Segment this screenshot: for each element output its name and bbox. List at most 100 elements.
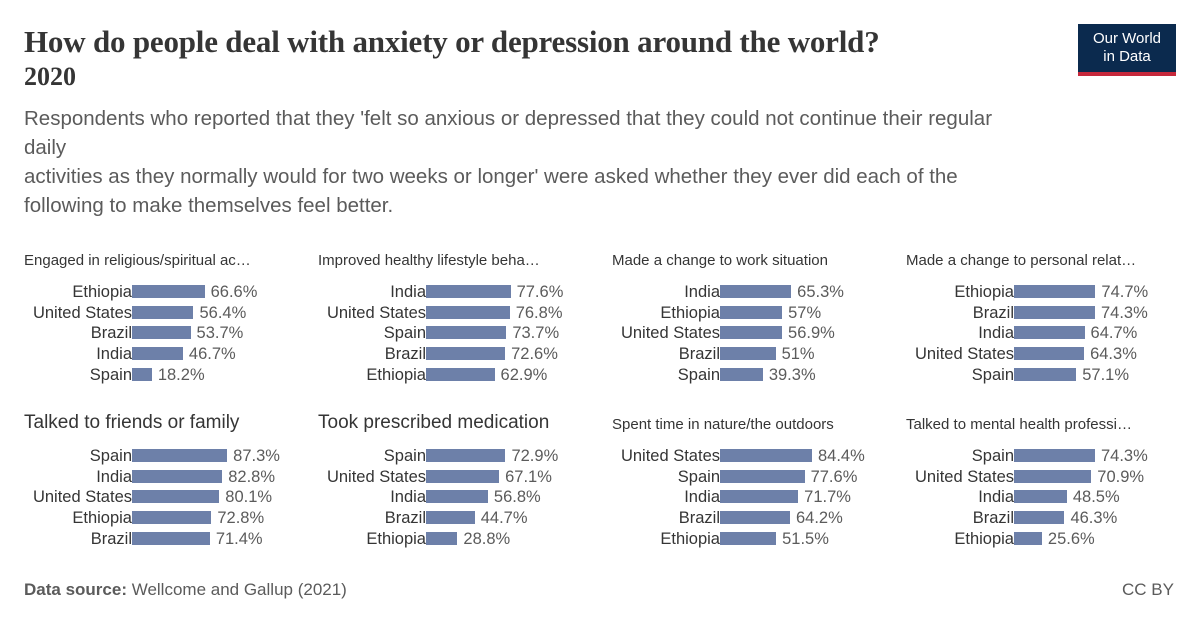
bar[interactable]: [1014, 367, 1077, 381]
bar[interactable]: [426, 511, 475, 525]
bar[interactable]: [132, 490, 220, 504]
bar[interactable]: [132, 326, 191, 340]
value-label: 71.4%: [215, 529, 263, 548]
bar[interactable]: [426, 347, 506, 361]
category-label: United States: [32, 488, 132, 507]
category-label: Spain: [677, 365, 720, 384]
category-label: United States: [326, 303, 426, 322]
owid-logo[interactable]: Our World in Data: [1078, 24, 1176, 76]
source-label: Data source:: [24, 580, 127, 599]
category-label: United States: [914, 467, 1014, 486]
category-label: Spain: [89, 447, 132, 465]
bar-row: India 82.8%: [0, 467, 290, 487]
bar-row: United States 67.1%: [294, 467, 584, 487]
bar-row: Ethiopia 66.6%: [0, 282, 290, 302]
value-label: 74.7%: [1101, 283, 1149, 301]
bar[interactable]: [132, 367, 152, 381]
bar[interactable]: [1014, 305, 1095, 319]
bar[interactable]: [1014, 511, 1065, 525]
bar[interactable]: [1014, 347, 1085, 361]
value-label: 77.6%: [516, 283, 564, 301]
bar[interactable]: [720, 531, 777, 545]
bar-row: United States 84.4%: [588, 446, 878, 466]
value-label: 28.8%: [463, 529, 511, 548]
source-text[interactable]: Wellcome and Gallup (2021): [126, 580, 347, 599]
value-label: 73.7%: [512, 324, 560, 343]
value-label: 48.5%: [1072, 488, 1120, 507]
category-label: United States: [32, 303, 132, 322]
bar[interactable]: [720, 285, 792, 298]
bar-row: Brazil 72.6%: [294, 344, 584, 364]
bar[interactable]: [132, 469, 223, 483]
value-label: 64.2%: [795, 509, 843, 528]
panel-title: Improved healthy lifestyle beha…: [318, 252, 540, 269]
bar[interactable]: [132, 285, 205, 298]
bar[interactable]: [426, 531, 458, 545]
bar[interactable]: [720, 326, 783, 340]
bar[interactable]: [1014, 449, 1095, 462]
bar[interactable]: [1014, 469, 1092, 483]
panel-title: Spent time in nature/the outdoors: [612, 416, 834, 433]
value-label: 64.3%: [1090, 345, 1137, 364]
bar[interactable]: [132, 347, 183, 361]
bar[interactable]: [1014, 490, 1067, 504]
category-label: Brazil: [972, 509, 1014, 528]
value-label: 82.8%: [228, 467, 276, 486]
category-label: Ethiopia: [660, 529, 720, 548]
bar[interactable]: [132, 531, 210, 545]
bar[interactable]: [720, 511, 790, 525]
value-label: 80.1%: [225, 488, 273, 507]
bar-row: India 65.3%: [588, 282, 878, 302]
value-label: 66.6%: [210, 283, 258, 301]
bar-row: United States 56.9%: [588, 323, 878, 343]
value-label: 18.2%: [157, 365, 205, 384]
bar[interactable]: [132, 305, 194, 319]
category-label: Spain: [383, 447, 426, 465]
bar[interactable]: [720, 347, 776, 361]
bar-row: United States 80.1%: [0, 487, 290, 507]
bar-row: India 56.8%: [294, 487, 584, 507]
bar[interactable]: [426, 305, 510, 319]
panel-7: Spent time in nature/the outdoors United …: [588, 412, 888, 562]
bar[interactable]: [1014, 285, 1096, 298]
value-label: 51.5%: [782, 529, 829, 548]
license-link[interactable]: CC BY: [1122, 580, 1174, 599]
bar[interactable]: [1014, 326, 1085, 340]
panel-1: Engaged in religious/spiritual ac… Ethiop…: [0, 248, 300, 398]
bar[interactable]: [426, 367, 495, 381]
bar[interactable]: [426, 326, 507, 340]
bar[interactable]: [132, 511, 212, 525]
data-source: Data source: Wellcome and Gallup (2021): [24, 580, 347, 600]
category-label: India: [96, 467, 132, 486]
bar[interactable]: [426, 285, 511, 298]
bar[interactable]: [720, 367, 763, 381]
bar[interactable]: [720, 469, 805, 483]
value-label: 56.4%: [199, 303, 247, 322]
bar[interactable]: [132, 449, 228, 462]
value-label: 65.3%: [797, 283, 844, 301]
category-label: United States: [326, 467, 426, 486]
bar-row: Ethiopia 74.7%: [882, 282, 1172, 302]
bar[interactable]: [720, 449, 812, 462]
bar-row: Ethiopia 28.8%: [294, 529, 584, 549]
bar[interactable]: [1014, 531, 1042, 545]
value-label: 62.9%: [500, 365, 548, 384]
bar[interactable]: [720, 305, 783, 319]
chart-subtitle: Respondents who reported that they 'felt…: [24, 104, 1174, 220]
bar-row: Ethiopia 72.8%: [0, 508, 290, 528]
bar[interactable]: [720, 490, 799, 504]
bar-row: Brazil 53.7%: [0, 323, 290, 343]
bar-row: Brazil 44.7%: [294, 508, 584, 528]
value-label: 84.4%: [817, 447, 865, 465]
bar[interactable]: [426, 490, 488, 504]
bar-row: Brazil 46.3%: [882, 508, 1172, 528]
bar[interactable]: [426, 469, 500, 483]
bar-row: India 48.5%: [882, 487, 1172, 507]
subtitle-line: daily: [24, 136, 67, 159]
panel-title: Talked to mental health professi…: [906, 416, 1132, 433]
bar-row: Spain 77.6%: [588, 467, 878, 487]
bar-row: Ethiopia 51.5%: [588, 529, 878, 549]
bar-row: Spain 18.2%: [0, 365, 290, 385]
bar[interactable]: [426, 449, 506, 462]
bar-row: United States 56.4%: [0, 303, 290, 323]
